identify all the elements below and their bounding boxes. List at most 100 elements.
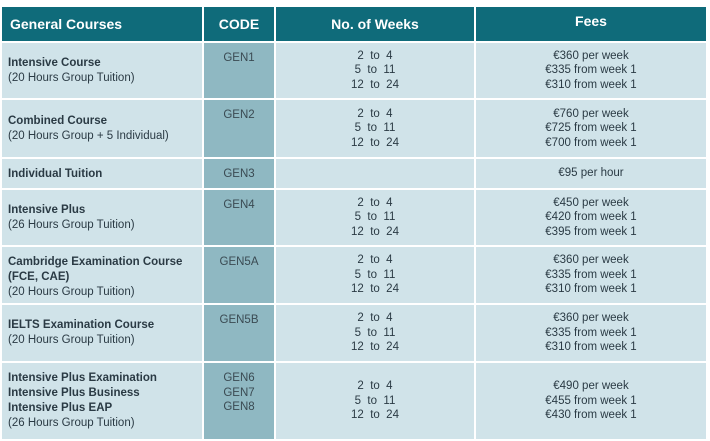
course-title: Cambridge Examination Course [8,256,183,268]
weeks-range: 12 to 24 [351,136,399,149]
course-cell: IELTS Examination Course (20 Hours Group … [2,305,204,361]
weeks-range: 2 to 4 [357,254,393,267]
fee-line: €360 per week [553,312,629,325]
fee-line: €490 per week [553,380,629,393]
course-cell: Combined Course (20 Hours Group + 5 Indiv… [2,100,204,157]
course-code: GEN6 [223,372,255,384]
weeks-range: 5 to 11 [354,64,396,77]
fee-line: €455 from week 1 [545,394,637,407]
course-title: Intensive Plus Business [8,387,140,399]
table-row: Intensive Course (20 Hours Group Tuition)… [2,43,706,100]
course-title: Intensive Plus [8,203,86,216]
course-title: Intensive Course [8,56,101,69]
weeks-range: 12 to 24 [351,341,399,354]
course-title: Individual Tuition [8,168,103,180]
weeks-range: 5 to 11 [354,268,396,281]
course-code: GEN7 [223,386,255,399]
fee-line: €310 from week 1 [545,341,637,354]
fee-line: €335 from week 1 [545,268,637,281]
table-row: Intensive Plus (26 Hours Group Tuition) GE… [2,190,706,247]
weeks-cell: 2 to 4 5 to 11 12 to 24 [276,100,476,157]
weeks-range: 5 to 11 [354,326,396,339]
course-cell: Cambridge Examination Course (FCE, CAE) (2… [2,247,204,303]
weeks-cell: 2 to 4 5 to 11 12 to 24 [276,43,476,98]
weeks-range: 2 to 4 [357,196,393,209]
course-subtitle: (20 Hours Group Tuition) [8,334,135,346]
fee-line: €450 per week [553,196,629,209]
header-code: CODE [204,7,276,41]
course-code: GEN2 [223,109,255,121]
fee-line: €360 per week [553,49,629,62]
header-weeks: No. of Weeks [276,7,476,41]
course-code: GEN4 [223,199,255,211]
fee-line: €725 from week 1 [545,122,637,135]
table-row: Combined Course (20 Hours Group + 5 Indiv… [2,100,706,159]
code-cell: GEN5B [204,305,276,361]
fee-line: €700 from week 1 [545,136,637,149]
fee-line: €310 from week 1 [545,283,637,296]
table-body: Intensive Course (20 Hours Group Tuition)… [2,43,706,441]
fee-line: €420 from week 1 [545,211,637,224]
weeks-range: 5 to 11 [354,394,396,407]
course-code: GEN1 [223,52,255,64]
fees-cell: €95 per hour [476,159,706,188]
weeks-range: 5 to 11 [354,122,396,135]
course-code: GEN8 [223,401,255,413]
fees-cell: €360 per week €335 from week 1 €310 from w… [476,247,706,303]
course-subtitle: (20 Hours Group Tuition) [8,71,135,84]
course-subtitle: (26 Hours Group Tuition) [8,218,135,231]
course-subtitle: (26 Hours Group Tuition) [8,417,135,429]
course-subtitle: (20 Hours Group Tuition) [8,286,135,298]
course-code: GEN3 [223,168,255,180]
course-cell: Intensive Plus Examination Intensive Plus… [2,363,204,439]
weeks-range: 2 to 4 [357,49,393,62]
header-general-courses: General Courses [2,7,204,41]
code-cell: GEN1 [204,43,276,98]
code-cell: GEN2 [204,100,276,157]
weeks-cell: 2 to 4 5 to 11 12 to 24 [276,190,476,245]
course-title: (FCE, CAE) [8,271,70,283]
code-cell: GEN4 [204,190,276,245]
fee-line: €335 from week 1 [545,326,637,339]
course-cell: Individual Tuition [2,159,204,188]
weeks-range: 12 to 24 [351,283,399,296]
fees-cell: €360 per week €335 from week 1 €310 from w… [476,305,706,361]
weeks-range: 12 to 24 [351,409,399,422]
fees-cell: €360 per week €335 from week 1 €310 from w… [476,43,706,98]
course-subtitle: (20 Hours Group + 5 Individual) [8,129,169,142]
fee-line: €360 per week [553,254,629,267]
fee-line: €760 per week [553,107,629,120]
fees-cell: €450 per week €420 from week 1 €395 from w… [476,190,706,245]
course-cell: Intensive Plus (26 Hours Group Tuition) [2,190,204,245]
code-cell: GEN6 GEN7 GEN8 [204,363,276,439]
table-header: General Courses CODE No. of Weeks Fees [2,7,706,43]
code-cell: GEN5A [204,247,276,303]
weeks-range: 5 to 11 [354,211,396,224]
fee-line: €335 from week 1 [545,64,637,77]
course-title: Intensive Plus Examination [8,372,157,384]
course-title: Intensive Plus EAP [8,402,113,414]
fee-line: €395 from week 1 [545,225,637,238]
fee-line: €95 per hour [558,167,624,180]
weeks-range: 2 to 4 [357,107,393,120]
course-cell: Intensive Course (20 Hours Group Tuition) [2,43,204,98]
weeks-range: 2 to 4 [357,312,393,325]
fee-line: €310 from week 1 [545,78,637,91]
fees-cell: €760 per week €725 from week 1 €700 from w… [476,100,706,157]
weeks-range: 2 to 4 [357,380,393,393]
course-title: IELTS Examination Course [8,319,155,331]
weeks-range: 12 to 24 [351,78,399,91]
header-fees: Fees [476,7,706,41]
weeks-range: 12 to 24 [351,225,399,238]
table-row: Individual Tuition GEN3 €95 per hour [2,159,706,190]
fees-cell: €490 per week €455 from week 1 €430 from w… [476,363,706,439]
weeks-cell [276,159,476,188]
course-title: Combined Course [8,114,108,127]
table-row: IELTS Examination Course (20 Hours Group … [2,305,706,363]
course-code: GEN5A [219,256,259,268]
table-row: Cambridge Examination Course (FCE, CAE) (2… [2,247,706,305]
code-cell: GEN3 [204,159,276,188]
courses-table: General Courses CODE No. of Weeks Fees I… [2,7,706,441]
